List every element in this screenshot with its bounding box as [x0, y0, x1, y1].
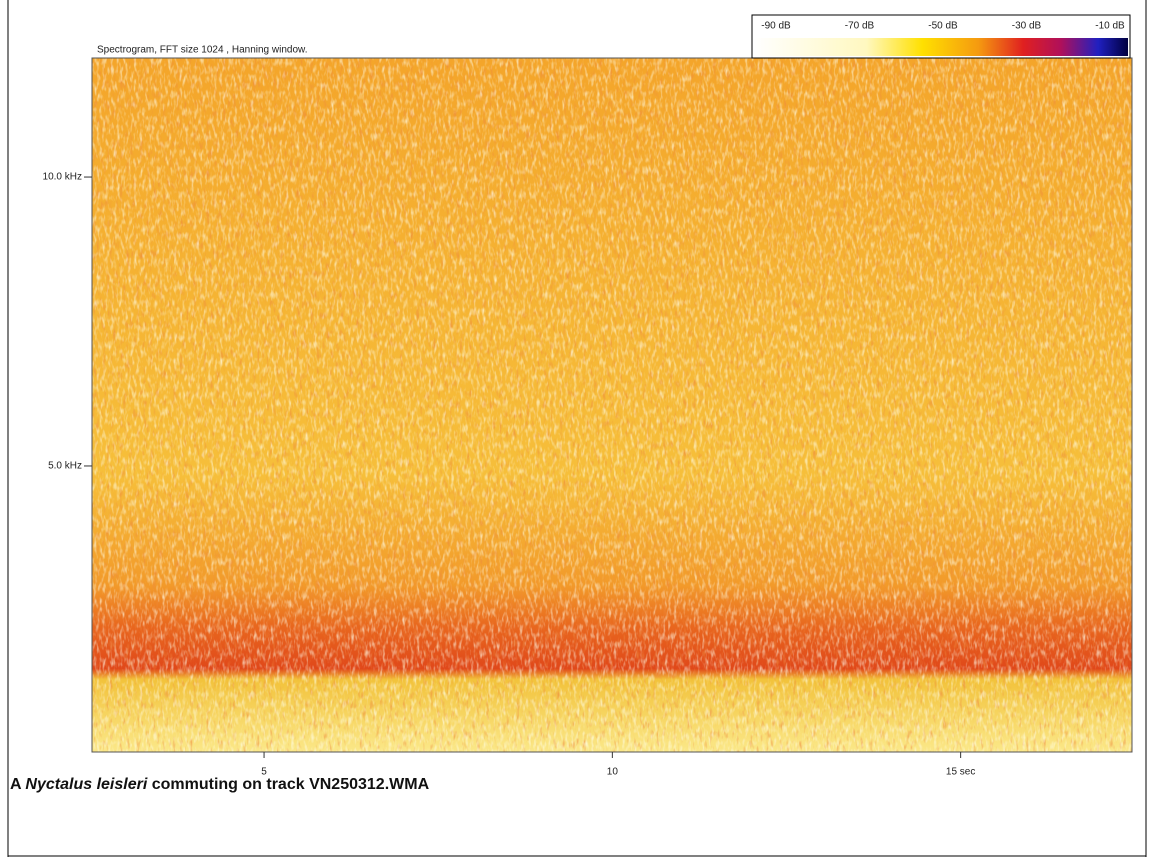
caption-prefix: A — [10, 776, 21, 793]
colorbar-label: -10 dB — [1095, 21, 1125, 32]
colorbar-label: -30 dB — [1012, 21, 1042, 32]
colorbar-label: -50 dB — [928, 21, 958, 32]
x-tick-label: 5 — [261, 767, 267, 778]
colorbar-label: -90 dB — [761, 21, 791, 32]
caption-suffix: commuting on track VN250312.WMA — [151, 776, 430, 793]
species: Nyctalus leisleri — [25, 776, 148, 793]
y-tick-label: 10.0 kHz — [43, 172, 82, 183]
colorbar-label: -70 dB — [845, 21, 875, 32]
x-tick-label: 10 — [607, 767, 619, 778]
x-tick-label: 15 sec — [946, 767, 975, 778]
spectrogram-texture — [92, 58, 1132, 752]
chart-title: Spectrogram, FFT size 1024 , Hanning win… — [97, 45, 307, 56]
caption: A Nyctalus leisleri commuting on track V… — [10, 776, 429, 794]
colorbar — [754, 38, 1128, 56]
y-tick-label: 5.0 kHz — [48, 461, 82, 472]
